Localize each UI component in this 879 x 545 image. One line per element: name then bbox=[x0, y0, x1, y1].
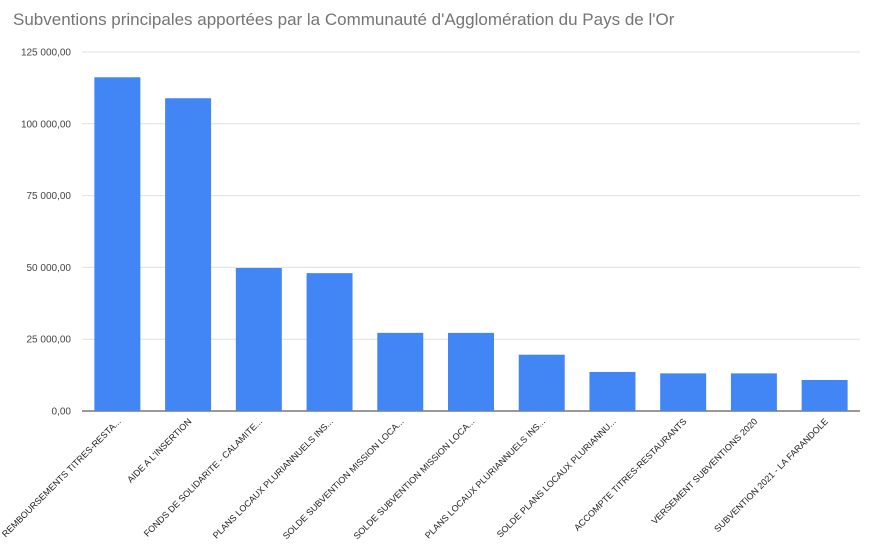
bar bbox=[660, 373, 707, 411]
bar bbox=[94, 77, 141, 412]
chart-title: Subventions principales apportées par la… bbox=[13, 10, 675, 29]
bar bbox=[801, 379, 848, 411]
y-tick-label: 50 000,00 bbox=[27, 263, 72, 274]
y-tick-label: 75 000,00 bbox=[27, 191, 72, 202]
x-tick-label: ACCOMPTE TITRES-RESTAURANTS bbox=[572, 416, 688, 532]
x-tick-label: FONDS DE SOLIDARITE - CALAMITE... bbox=[142, 416, 264, 538]
x-tick-label: SOLDE PLANS LOCAUX PLURIANNU... bbox=[495, 416, 618, 539]
x-tick-label: SUBVENTION 2021 - LA FARANDOLE bbox=[712, 416, 830, 534]
bar bbox=[235, 267, 282, 411]
bar bbox=[165, 98, 212, 411]
x-tick-label: SOLDE SUBVENTION MISSION LOCA... bbox=[281, 416, 406, 541]
y-tick-label: 25 000,00 bbox=[27, 335, 72, 346]
x-tick-label: PLANS LOCAUX PLURIANNUELS INS... bbox=[211, 416, 335, 540]
bar bbox=[730, 373, 777, 411]
y-tick-label: 100 000,00 bbox=[21, 119, 71, 130]
bar bbox=[589, 371, 636, 411]
bar bbox=[306, 273, 353, 411]
x-tick-label: PLANS LOCAUX PLURIANNUELS INS... bbox=[423, 416, 547, 540]
x-tick-label: REMBOURSEMENTS TITRES-RESTA... bbox=[0, 416, 123, 539]
bar bbox=[518, 354, 565, 411]
x-tick-label: SOLDE SUBVENTION MISSION LOCA... bbox=[352, 416, 477, 541]
x-tick-label: AIDE A L'INSERTION bbox=[125, 416, 193, 484]
bar bbox=[448, 332, 494, 411]
y-tick-label: 125 000,00 bbox=[21, 48, 71, 59]
bar bbox=[377, 332, 424, 411]
y-tick-label: 0,00 bbox=[52, 407, 72, 418]
